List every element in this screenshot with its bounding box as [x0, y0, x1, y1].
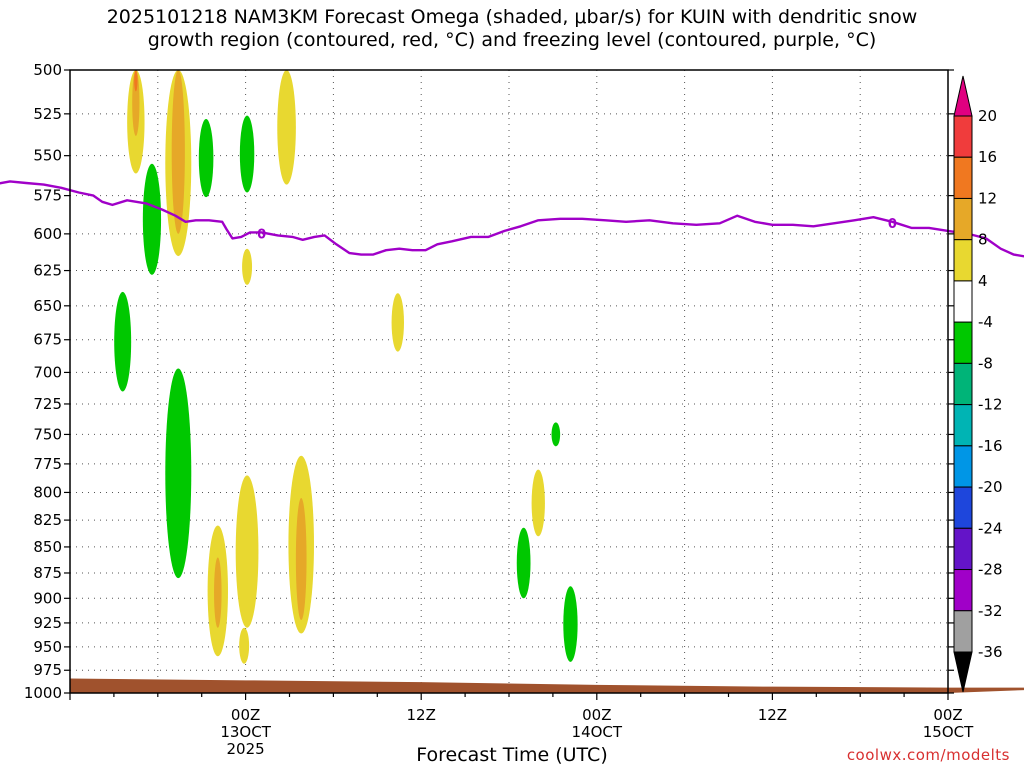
colorbar-arrow-top — [953, 75, 973, 117]
y-tick-label: 775 — [33, 455, 62, 473]
freezing-level-contour-label: 0 — [888, 217, 897, 232]
title-line-1: 2025101218 NAM3KM Forecast Omega (shaded… — [106, 6, 918, 28]
colorbar-label: 4 — [978, 272, 988, 290]
colorbar-label: -24 — [978, 519, 1003, 537]
y-tick-label: 750 — [33, 425, 62, 443]
omega-shade-4-8 — [277, 70, 296, 185]
chart-title: 2025101218 NAM3KM Forecast Omega (shaded… — [0, 6, 1024, 52]
colorbar-swatch — [953, 362, 973, 406]
colorbar-arrow-bottom — [953, 651, 973, 693]
y-tick-label: 1000 — [24, 684, 62, 702]
y-tick-label: 525 — [33, 105, 62, 123]
x-tick-label: 12Z — [758, 706, 787, 724]
omega-shade-8-12 — [171, 69, 185, 234]
colorbar-swatch — [953, 486, 973, 529]
omega-shade-neg4-neg8 — [142, 163, 162, 275]
omega-shade-4-8 — [242, 248, 253, 285]
title-line-2: growth region (contoured, red, °C) and f… — [147, 29, 877, 51]
colorbar-label: 16 — [978, 148, 997, 166]
y-tick-label: 700 — [33, 363, 62, 381]
x-date-label: 13OCT — [220, 723, 271, 741]
omega-shade-4-8 — [235, 475, 259, 628]
colorbar-label: 12 — [978, 189, 997, 207]
omega-shade-8-12 — [132, 70, 140, 136]
colorbar-label: -20 — [978, 478, 1003, 496]
omega-shade-8-12 — [295, 498, 307, 621]
omega-shade-4-8 — [531, 469, 545, 537]
colorbar-label: -4 — [978, 313, 993, 331]
colorbar-swatch — [953, 239, 973, 282]
colorbar-swatch — [953, 197, 973, 241]
x-date-label: 15OCT — [923, 723, 974, 741]
freezing-level-contour-label: 0 — [257, 227, 266, 242]
omega-shade-neg4-neg8 — [198, 118, 214, 198]
colorbar-swatch — [953, 569, 973, 612]
omega-shade-neg4-neg8 — [114, 291, 132, 392]
omega-shade-neg4-neg8 — [239, 115, 255, 193]
colorbar-swatch — [953, 156, 973, 199]
colorbar-label: -12 — [978, 396, 1003, 414]
x-date-label: 14OCT — [572, 723, 623, 741]
x-axis-label: Forecast Time (UTC) — [416, 744, 608, 766]
y-tick-label: 900 — [33, 589, 62, 607]
colorbar-swatch — [953, 610, 973, 653]
credit-link[interactable]: coolwx.com/modelts — [846, 746, 1010, 764]
omega-shade-neg4-neg8 — [165, 368, 192, 579]
colorbar-label: 20 — [978, 107, 997, 125]
colorbar-label: 8 — [978, 231, 988, 249]
colorbar-swatch — [953, 527, 973, 571]
x-tick-label: 00Z — [933, 706, 962, 724]
omega-shade-neg4-neg8 — [516, 527, 531, 599]
y-tick-label: 925 — [33, 614, 62, 632]
y-tick-label: 725 — [33, 395, 62, 413]
y-tick-label: 550 — [33, 147, 62, 165]
y-tick-label: 875 — [33, 564, 62, 582]
y-tick-label: 675 — [33, 331, 62, 349]
y-tick-label: 575 — [33, 187, 62, 205]
y-tick-label: 800 — [33, 483, 62, 501]
y-tick-label: 650 — [33, 297, 62, 315]
y-tick-label: 625 — [33, 262, 62, 280]
colorbar-swatch — [953, 404, 973, 447]
omega-shade-neg4-neg8 — [563, 586, 578, 662]
omega-shade-8-12 — [214, 557, 222, 628]
y-tick-label: 500 — [33, 61, 62, 79]
colorbar-swatch — [953, 280, 973, 323]
y-tick-label: 600 — [33, 225, 62, 243]
terrain-surface — [70, 678, 1024, 693]
colorbar-swatch — [953, 445, 973, 488]
x-tick-label: 12Z — [407, 706, 436, 724]
y-tick-label: 825 — [33, 511, 62, 529]
omega-shade-12-16 — [134, 70, 138, 92]
colorbar-label: -28 — [978, 561, 1003, 579]
colorbar-swatch — [953, 115, 973, 158]
omega-shade-neg4-neg8 — [551, 422, 561, 447]
y-tick-label: 975 — [33, 661, 62, 679]
colorbar-swatch — [953, 321, 973, 364]
colorbar-label: -8 — [978, 354, 993, 372]
colorbar-label: -36 — [978, 643, 1003, 661]
freezing-level-line — [0, 180, 1024, 258]
y-tick-label: 950 — [33, 638, 62, 656]
colorbar-label: -16 — [978, 437, 1003, 455]
colorbar-label: -32 — [978, 602, 1003, 620]
y-tick-label: 850 — [33, 538, 62, 556]
omega-shade-4-8 — [239, 627, 250, 664]
omega-shade-4-8 — [391, 293, 404, 352]
x-tick-label: 00Z — [231, 706, 260, 724]
x-year-label: 2025 — [227, 740, 265, 758]
x-tick-label: 00Z — [582, 706, 611, 724]
